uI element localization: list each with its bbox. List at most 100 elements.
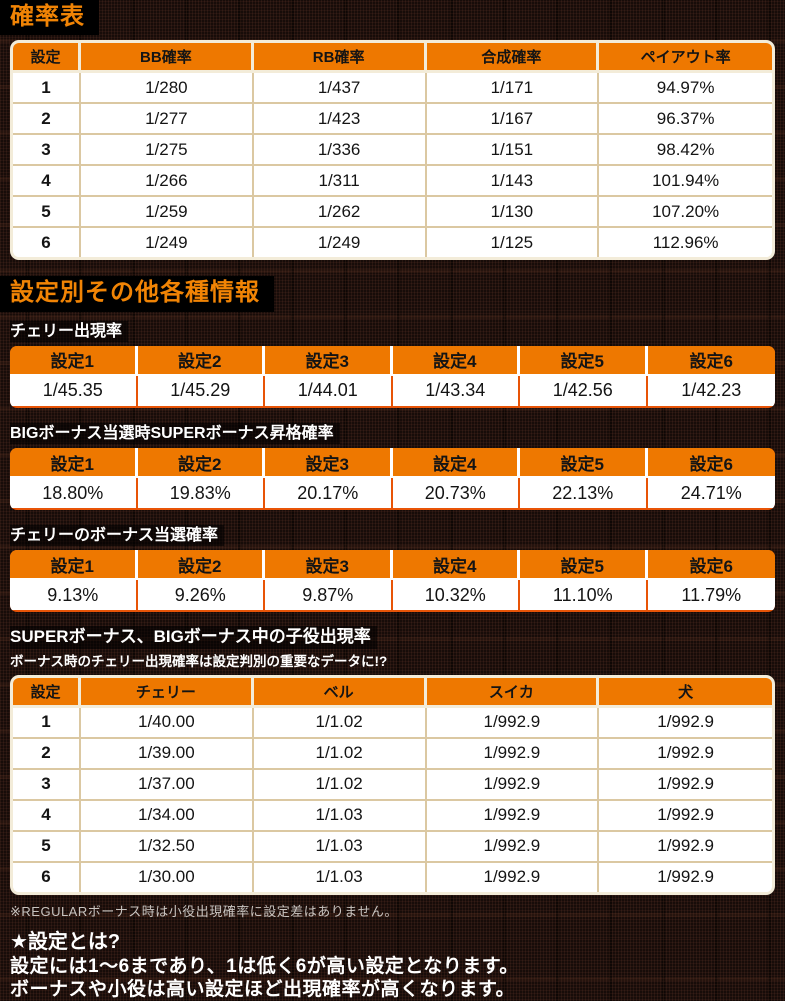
table-cell: 1/42.56 — [520, 375, 648, 406]
table-row: 2 1/277 1/423 1/167 96.37% — [13, 102, 772, 134]
column-header: 設定2 — [137, 448, 265, 479]
table-cell: 9.13% — [10, 580, 138, 611]
column-header: 設定6 — [647, 345, 775, 376]
table-cell: 1/37.00 — [81, 767, 254, 799]
table-cell: 1/1.02 — [253, 767, 427, 799]
koyaku-table-body: 1 1/40.00 1/1.02 1/992.9 1/992.9 2 1/39.00 1/1.… — [13, 707, 772, 892]
cherry-bonus-label: チェリーのボーナス当選確率 — [10, 525, 225, 547]
table-cell: 1/45.29 — [137, 375, 265, 406]
column-header: 合成確率 — [426, 43, 600, 74]
column-header: 設定3 — [265, 345, 393, 376]
table-cell: 1/130 — [426, 195, 600, 227]
table-cell: 1/992.9 — [426, 707, 600, 737]
cherry-rate-table: 設定1 設定2 設定3 設定4 設定5 設定6 1/45.35 1/45.29 1/44.01… — [10, 345, 775, 408]
table-row: 1 1/40.00 1/1.02 1/992.9 1/992.9 — [13, 707, 772, 737]
table-cell: 96.37% — [599, 102, 772, 134]
setting-explanation-title: ★設定とは? — [10, 930, 121, 953]
column-header: ベル — [253, 677, 427, 708]
table-cell: 1/34.00 — [81, 798, 254, 830]
table-cell: 1/1.02 — [253, 736, 427, 768]
table-cell: 4 — [13, 164, 81, 196]
column-header: 設定2 — [137, 345, 265, 376]
column-header: ペイアウト率 — [599, 43, 772, 74]
column-header: 設定6 — [647, 448, 775, 479]
column-header: 設定 — [13, 43, 81, 74]
probability-table-header: 設定 BB確率 RB確率 合成確率 ペイアウト率 — [13, 43, 772, 74]
table-cell: 24.71% — [647, 478, 775, 509]
cherry-bonus-grid: 設定1 設定2 設定3 設定4 設定5 設定6 9.13% 9.26% 9.87% 10.32%… — [10, 550, 775, 611]
cherry-bonus-table: 設定1 設定2 設定3 設定4 設定5 設定6 9.13% 9.26% 9.87% 10.32%… — [10, 550, 775, 613]
column-header: 設定2 — [137, 550, 265, 581]
table-row: 6 1/30.00 1/1.03 1/992.9 1/992.9 — [13, 860, 772, 892]
cherry-bonus-group: チェリーのボーナス当選確率 設定1 設定2 設定3 設定4 設定5 設定6 9.13% 9.… — [10, 525, 775, 613]
table-row: 2 1/39.00 1/1.02 1/992.9 1/992.9 — [13, 736, 772, 768]
table-cell: 1/992.9 — [599, 767, 772, 799]
table-cell: 5 — [13, 195, 81, 227]
column-header: 設定3 — [265, 448, 393, 479]
table-cell: 11.10% — [520, 580, 648, 611]
koyaku-table-label: SUPERボーナス、BIGボーナス中の子役出現率 — [10, 626, 377, 649]
table-cell: 1/249 — [81, 226, 254, 258]
super-upgrade-label: BIGボーナス当選時SUPERボーナス昇格確率 — [10, 422, 340, 445]
cherry-rate-label: チェリー出現率 — [10, 320, 129, 342]
table-cell: 1/32.50 — [81, 829, 254, 861]
table-row: 9.13% 9.26% 9.87% 10.32% 11.10% 11.79% — [10, 580, 775, 611]
table-cell: 1/992.9 — [599, 736, 772, 768]
table-cell: 3 — [13, 767, 81, 799]
table-header-row: 設定1 設定2 設定3 設定4 設定5 設定6 — [10, 448, 775, 479]
table-cell: 6 — [13, 226, 81, 258]
table-cell: 1/40.00 — [81, 707, 254, 737]
table-cell: 1/143 — [426, 164, 600, 196]
table-cell: 94.97% — [599, 73, 772, 103]
table-row: 3 1/275 1/336 1/151 98.42% — [13, 133, 772, 165]
setting-explanation-line2: ボーナスや小役は高い設定ほど出現確率が高くなります。 — [10, 978, 516, 1000]
table-cell: 1 — [13, 73, 81, 103]
table-cell: 5 — [13, 829, 81, 861]
table-cell: 9.87% — [265, 580, 393, 611]
table-cell: 101.94% — [599, 164, 772, 196]
column-header: 設定5 — [520, 448, 648, 479]
table-cell: 1/167 — [426, 102, 600, 134]
table-cell: 98.42% — [599, 133, 772, 165]
table-cell: 20.73% — [392, 478, 520, 509]
table-cell: 1/151 — [426, 133, 600, 165]
table-cell: 1/43.34 — [392, 375, 520, 406]
table-cell: 1/336 — [253, 133, 427, 165]
table-cell: 1/311 — [253, 164, 427, 196]
koyaku-table-grid: 設定 チェリー ベル スイカ犬 1 1/40.00 1/1.02 1/992.9 1/992.… — [13, 677, 772, 892]
table-cell: 18.80% — [10, 478, 138, 509]
column-header: 設定5 — [520, 550, 648, 581]
table-row: 4 1/266 1/311 1/143 101.94% — [13, 164, 772, 196]
table-cell: 1/1.03 — [253, 860, 427, 892]
table-cell: 1 — [13, 707, 81, 737]
table-cell: 1/423 — [253, 102, 427, 134]
setting-explanation: ★設定とは? 設定には1〜6まであり、1は低く6が高い設定となります。 ボーナス… — [10, 929, 775, 1001]
table-cell: 10.32% — [392, 580, 520, 611]
table-cell: 1/992.9 — [426, 860, 600, 892]
table-cell: 1/280 — [81, 73, 254, 103]
koyaku-table-sublabel: ボーナス時のチェリー出現確率は設定判別の重要なデータに!? — [10, 653, 388, 669]
table-cell: 1/992.9 — [599, 707, 772, 737]
table-header-row: 設定 チェリー ベル スイカ犬 — [13, 677, 772, 708]
cherry-rate-group: チェリー出現率 設定1 設定2 設定3 設定4 設定5 設定6 1/45.35 1/45.2… — [10, 320, 775, 408]
table-cell: 6 — [13, 860, 81, 892]
table-cell: 112.96% — [599, 226, 772, 258]
regular-bonus-footnote: ※REGULARボーナス時は小役出現確率に設定差はありません。 — [10, 903, 398, 919]
super-upgrade-table: 設定1 設定2 設定3 設定4 設定5 設定6 18.80% 19.83% 20.17% 20.… — [10, 448, 775, 511]
table-cell: 1/992.9 — [599, 798, 772, 830]
cherry-rate-grid: 設定1 設定2 設定3 設定4 設定5 設定6 1/45.35 1/45.29 1/44.01… — [10, 345, 775, 406]
table-cell: 1/266 — [81, 164, 254, 196]
table-cell: 1/1.03 — [253, 829, 427, 861]
table-cell: 1/171 — [426, 73, 600, 103]
probability-table-body: 1 1/280 1/437 1/171 94.97% 2 1/277 1/423 1/167 96… — [13, 73, 772, 258]
table-cell: 1/992.9 — [599, 860, 772, 892]
table-cell: 1/259 — [81, 195, 254, 227]
table-row: 6 1/249 1/249 1/125 112.96% — [13, 226, 772, 258]
column-header: チェリー — [81, 677, 254, 708]
section-title-other-info: 設定別その他各種情報 — [0, 276, 274, 312]
table-cell: 1/45.35 — [10, 375, 138, 406]
table-header-row: 設定1 設定2 設定3 設定4 設定5 設定6 — [10, 345, 775, 376]
table-cell: 1/992.9 — [426, 736, 600, 768]
table-row: 1 1/280 1/437 1/171 94.97% — [13, 73, 772, 103]
